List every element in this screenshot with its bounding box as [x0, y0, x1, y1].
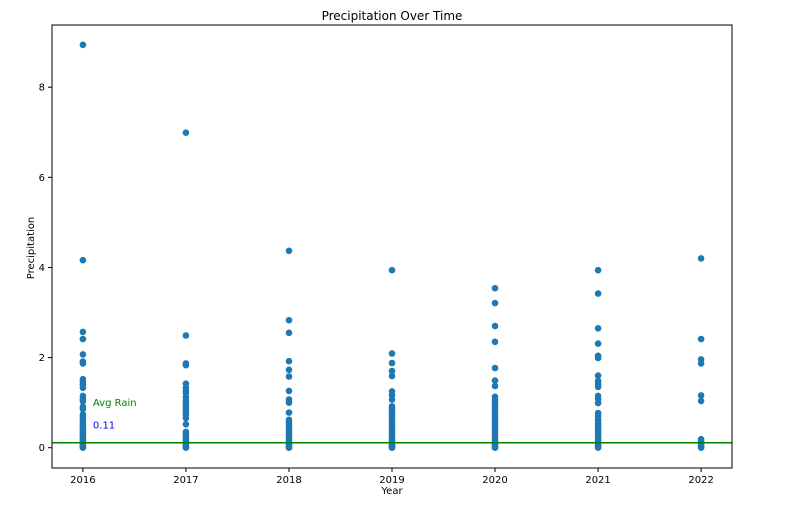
data-point — [79, 328, 87, 336]
data-point — [285, 409, 293, 416]
data-point — [388, 367, 396, 375]
data-point — [697, 360, 705, 367]
scatter-points — [79, 41, 705, 452]
data-point — [491, 364, 499, 372]
data-point — [697, 444, 705, 452]
data-point — [182, 129, 190, 136]
y-axis-label: Precipitation — [26, 217, 37, 280]
axis-ticks: 2016 2017 2018 2019 2020 2021 2022 0 2 4 6 8 — [39, 83, 714, 486]
data-point — [285, 316, 293, 324]
data-point — [491, 338, 499, 346]
data-point — [697, 392, 705, 399]
data-point — [182, 421, 190, 428]
chart-title: Precipitation Over Time — [322, 9, 463, 23]
data-point — [388, 372, 396, 380]
data-point — [79, 398, 87, 405]
avg-rain-value: 0.11 — [93, 421, 115, 432]
data-point — [594, 354, 602, 362]
data-point — [79, 360, 87, 367]
avg-rain-label: Avg Rain — [93, 398, 137, 409]
data-point — [182, 444, 190, 452]
x-tick-label: 2016 — [70, 475, 95, 486]
data-point — [491, 284, 499, 292]
data-point — [182, 414, 190, 422]
plot-frame — [51, 24, 733, 469]
y-tick-label: 6 — [39, 173, 45, 184]
data-point — [697, 397, 705, 405]
x-axis-label: Year — [380, 486, 403, 497]
data-point — [79, 384, 87, 392]
data-point — [285, 399, 293, 407]
data-point — [491, 299, 499, 307]
data-point — [594, 383, 602, 391]
data-point — [79, 444, 87, 452]
data-point — [594, 266, 602, 274]
data-point — [285, 444, 293, 452]
data-point — [491, 444, 499, 452]
data-point — [79, 335, 87, 343]
data-point — [79, 405, 87, 413]
data-point — [79, 256, 87, 264]
data-point — [388, 359, 396, 367]
x-tick-label: 2022 — [688, 475, 713, 486]
data-point — [182, 361, 190, 369]
data-point — [697, 255, 705, 262]
data-point — [388, 350, 396, 357]
data-point — [594, 290, 602, 297]
data-point — [285, 247, 293, 255]
data-point — [388, 396, 396, 403]
x-tick-label: 2020 — [482, 475, 507, 486]
y-tick-label: 8 — [39, 83, 45, 94]
data-point — [594, 340, 602, 347]
data-point — [491, 322, 499, 330]
data-point — [594, 399, 602, 407]
data-point — [285, 329, 293, 337]
data-point — [285, 373, 293, 380]
data-point — [594, 372, 602, 379]
data-point — [491, 377, 499, 384]
y-tick-label: 2 — [39, 353, 45, 364]
data-point — [285, 366, 293, 374]
data-point — [79, 41, 87, 49]
data-point — [285, 387, 293, 395]
x-tick-label: 2021 — [585, 475, 610, 486]
x-tick-label: 2017 — [173, 475, 198, 486]
x-tick-label: 2019 — [379, 475, 404, 486]
data-point — [79, 351, 87, 358]
data-point — [182, 332, 190, 339]
data-point — [491, 382, 499, 390]
y-tick-label: 0 — [39, 443, 45, 454]
data-point — [594, 444, 602, 452]
data-point — [285, 357, 293, 365]
data-point — [388, 444, 396, 452]
data-point — [388, 266, 396, 274]
y-tick-label: 4 — [39, 263, 45, 274]
data-point — [594, 325, 602, 332]
data-point — [697, 335, 705, 343]
x-tick-label: 2018 — [276, 475, 301, 486]
